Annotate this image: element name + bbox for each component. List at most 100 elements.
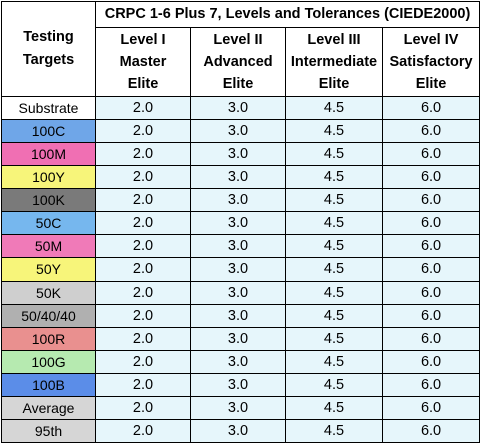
level-3-header: Level III Intermediate Elite (285, 27, 383, 97)
tolerance-value-cell: 6.0 (381, 142, 480, 167)
testing-target-cell: 50M (1, 234, 96, 259)
tolerance-value-cell: 2.0 (95, 142, 191, 167)
table-title: CRPC 1-6 Plus 7, Levels and Tolerances (… (94, 1, 480, 28)
testing-target-cell: 50Y (1, 257, 96, 282)
super-header-row: Testing Targets CRPC 1-6 Plus 7, Levels … (1, 1, 480, 97)
tolerance-value-cell: 6.0 (381, 418, 480, 444)
tolerance-value-cell: 3.0 (190, 211, 286, 236)
level-header-line: Level IV (403, 32, 459, 48)
tolerance-value-cell: 6.0 (381, 303, 480, 328)
table-row: 50/40/40 2.0 3.0 4.5 6.0 (1, 303, 480, 328)
level-header-line: Elite (415, 76, 447, 92)
level-2-header: Level II Advanced Elite (190, 27, 286, 97)
tolerance-value-cell: 6.0 (381, 326, 480, 351)
tolerance-value-cell: 2.0 (95, 95, 191, 121)
tolerance-value-cell: 2.0 (95, 395, 191, 420)
tolerance-value-cell: 2.0 (95, 372, 191, 397)
tolerance-value-cell: 6.0 (381, 372, 480, 397)
tolerance-value-cell: 4.5 (285, 257, 383, 282)
tolerance-value-cell: 4.5 (285, 326, 383, 351)
table-row: 100K 2.0 3.0 4.5 6.0 (1, 188, 480, 213)
tolerance-value-cell: 2.0 (95, 280, 191, 305)
testing-target-cell: 100R (1, 326, 96, 351)
table-row: 100B 2.0 3.0 4.5 6.0 (1, 372, 480, 397)
tolerance-value-cell: 3.0 (190, 418, 286, 444)
table-row: Average 2.0 3.0 4.5 6.0 (1, 395, 480, 420)
level-header-line: Elite (318, 76, 350, 92)
tolerance-value-cell: 2.0 (95, 257, 191, 282)
tolerance-value-cell: 4.5 (285, 211, 383, 236)
tolerance-value-cell: 4.5 (285, 303, 383, 328)
tolerance-value-cell: 6.0 (381, 119, 480, 144)
testing-target-cell: Substrate (1, 95, 96, 121)
tolerance-value-cell: 3.0 (190, 395, 286, 420)
testing-target-cell: 50C (1, 211, 96, 236)
testing-target-cell: 50K (1, 280, 96, 305)
tolerance-value-cell: 3.0 (190, 326, 286, 351)
tolerance-value-cell: 3.0 (190, 95, 286, 121)
tolerance-value-cell: 6.0 (381, 349, 480, 374)
tolerance-value-cell: 3.0 (190, 188, 286, 213)
table-row: 50M 2.0 3.0 4.5 6.0 (1, 234, 480, 259)
tolerance-value-cell: 6.0 (381, 395, 480, 420)
level-header-line: Satisfactory (389, 54, 473, 70)
table-row: 50K 2.0 3.0 4.5 6.0 (1, 280, 480, 305)
tolerance-value-cell: 6.0 (381, 234, 480, 259)
table-row: 100C 2.0 3.0 4.5 6.0 (1, 119, 480, 144)
tolerance-value-cell: 6.0 (381, 257, 480, 282)
table-row: 95th 2.0 3.0 4.5 6.0 (1, 418, 480, 444)
level-1-header: Level I Master Elite (95, 27, 191, 97)
tolerance-value-cell: 2.0 (95, 349, 191, 374)
tolerance-value-cell: 6.0 (381, 165, 480, 190)
tolerance-value-cell: 2.0 (95, 418, 191, 444)
testing-target-cell: 100C (1, 119, 96, 144)
tolerance-value-cell: 3.0 (190, 257, 286, 282)
level-header-line: Intermediate (290, 54, 378, 70)
tolerance-value-cell: 2.0 (95, 326, 191, 351)
tolerance-value-cell: 6.0 (381, 188, 480, 213)
level-header-line: Master (119, 54, 167, 70)
table-body: Substrate 2.0 3.0 4.5 6.0 100C 2.0 3.0 4.5 6.0 100… (1, 95, 480, 444)
table-row: 100R 2.0 3.0 4.5 6.0 (1, 326, 480, 351)
tolerance-value-cell: 3.0 (190, 234, 286, 259)
tolerance-value-cell: 3.0 (190, 165, 286, 190)
tolerance-value-cell: 3.0 (190, 303, 286, 328)
table-row: 100G 2.0 3.0 4.5 6.0 (1, 349, 480, 374)
testing-target-cell: 95th (1, 418, 96, 444)
testing-target-cell: Average (1, 395, 96, 420)
table-row: 100M 2.0 3.0 4.5 6.0 (1, 142, 480, 167)
testing-targets-header: Testing Targets (1, 1, 96, 97)
testing-target-cell: 100B (1, 372, 96, 397)
tolerance-value-cell: 4.5 (285, 280, 383, 305)
testing-target-cell: 100Y (1, 165, 96, 190)
corner-header-line: Testing (23, 29, 74, 45)
tolerance-value-cell: 4.5 (285, 165, 383, 190)
tolerance-value-cell: 3.0 (190, 349, 286, 374)
tolerance-value-cell: 4.5 (285, 119, 383, 144)
testing-target-cell: 50/40/40 (1, 303, 96, 328)
tolerance-value-cell: 4.5 (285, 349, 383, 374)
tolerance-value-cell: 4.5 (285, 395, 383, 420)
tolerance-value-cell: 2.0 (95, 165, 191, 190)
table-row: 100Y 2.0 3.0 4.5 6.0 (1, 165, 480, 190)
tolerance-value-cell: 2.0 (95, 188, 191, 213)
tolerance-value-cell: 3.0 (190, 280, 286, 305)
tolerance-value-cell: 4.5 (285, 95, 383, 121)
testing-target-cell: 100K (1, 188, 96, 213)
testing-target-cell: 100M (1, 142, 96, 167)
level-header-line: Elite (222, 76, 254, 92)
testing-target-cell: 100G (1, 349, 96, 374)
table-row: 50C 2.0 3.0 4.5 6.0 (1, 211, 480, 236)
tolerance-value-cell: 3.0 (190, 119, 286, 144)
corner-header-line: Targets (22, 52, 75, 68)
tolerance-value-cell: 6.0 (381, 95, 480, 121)
tolerance-value-cell: 3.0 (190, 142, 286, 167)
tolerance-value-cell: 6.0 (381, 280, 480, 305)
level-4-header: Level IV Satisfactory Elite (381, 27, 480, 97)
tolerance-value-cell: 4.5 (285, 372, 383, 397)
level-header-row: Level I Master Elite Level II Advanced E… (2, 27, 480, 97)
tolerance-value-cell: 2.0 (95, 211, 191, 236)
table-row: Substrate 2.0 3.0 4.5 6.0 (1, 95, 480, 121)
tolerance-value-cell: 2.0 (95, 119, 191, 144)
